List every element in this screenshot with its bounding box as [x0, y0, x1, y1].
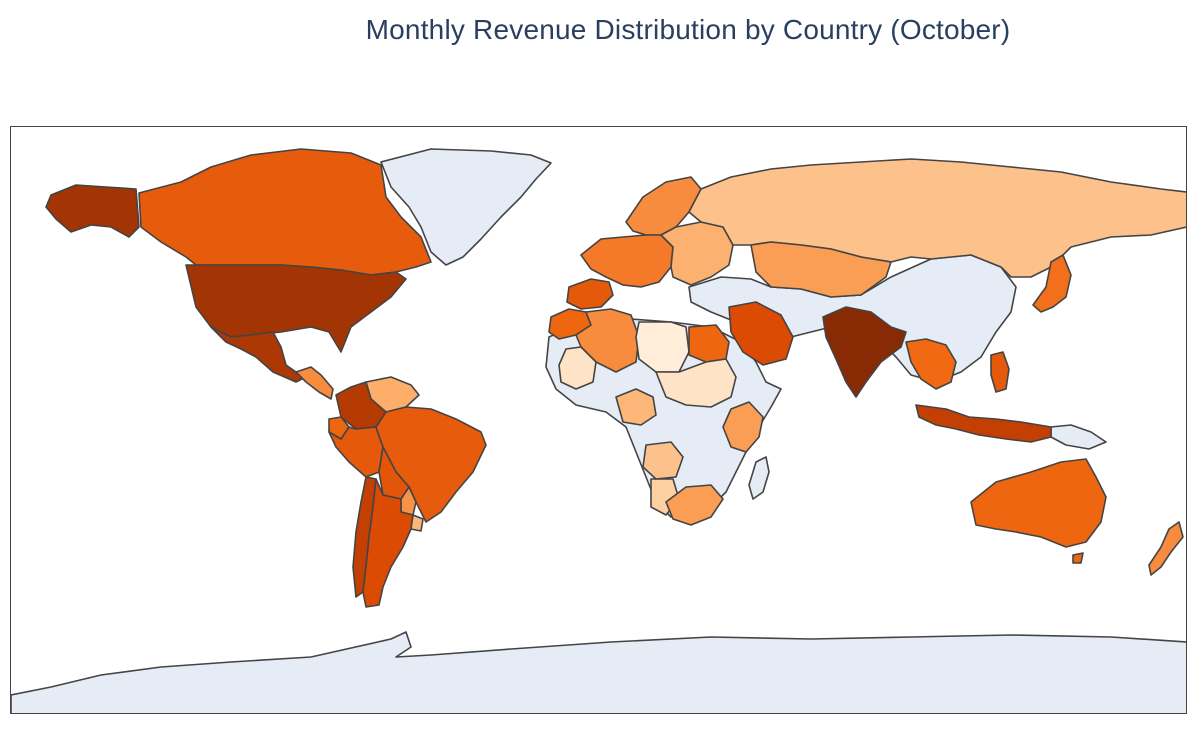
region-tasmania[interactable] — [1072, 552, 1084, 564]
region-papua[interactable] — [1050, 424, 1107, 450]
region-argentina[interactable] — [362, 478, 414, 608]
region-australia[interactable] — [970, 458, 1107, 548]
region-kazakhstan[interactable] — [750, 241, 892, 298]
region-angola[interactable] — [642, 441, 684, 480]
map-frame[interactable] — [10, 126, 1187, 714]
region-southeast-asia[interactable] — [905, 338, 957, 390]
region-india[interactable] — [822, 306, 907, 398]
region-indonesia[interactable] — [915, 404, 1052, 443]
region-east-africa[interactable] — [722, 401, 764, 453]
region-madagascar[interactable] — [748, 456, 770, 500]
region-canada[interactable] — [138, 148, 432, 276]
region-alaska[interactable] — [45, 184, 140, 238]
region-central-america[interactable] — [295, 366, 334, 400]
region-algeria[interactable] — [575, 308, 640, 373]
world-map[interactable] — [11, 127, 1187, 714]
chart-title: Monthly Revenue Distribution by Country … — [365, 14, 1011, 45]
region-saudi-arabia[interactable] — [728, 301, 794, 366]
region-new-zealand[interactable] — [1148, 521, 1184, 576]
region-south-africa[interactable] — [665, 484, 724, 526]
region-eastern-europe[interactable] — [660, 221, 734, 286]
region-greenland[interactable] — [380, 148, 552, 266]
region-philippines[interactable] — [990, 351, 1010, 393]
region-nigeria[interactable] — [615, 388, 657, 426]
region-japan[interactable] — [1032, 254, 1072, 313]
region-sudan-chad[interactable] — [655, 358, 737, 408]
region-iberia[interactable] — [566, 278, 614, 310]
region-antarctica[interactable] — [11, 631, 1187, 714]
region-mauritania[interactable] — [558, 346, 597, 390]
region-uruguay[interactable] — [410, 514, 424, 532]
